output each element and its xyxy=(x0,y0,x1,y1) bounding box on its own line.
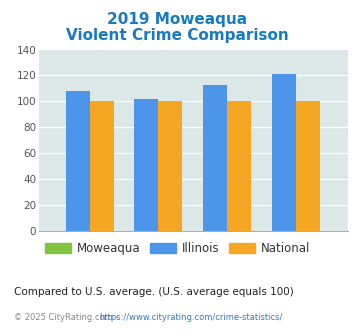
Text: Compared to U.S. average. (U.S. average equals 100): Compared to U.S. average. (U.S. average … xyxy=(14,287,294,297)
Bar xyxy=(272,74,296,231)
Bar xyxy=(296,101,320,231)
Text: © 2025 CityRating.com -: © 2025 CityRating.com - xyxy=(14,314,121,322)
Legend: Moweaqua, Illinois, National: Moweaqua, Illinois, National xyxy=(40,237,315,260)
Bar xyxy=(203,84,227,231)
Text: https://www.cityrating.com/crime-statistics/: https://www.cityrating.com/crime-statist… xyxy=(99,314,283,322)
Bar xyxy=(90,101,114,231)
Bar xyxy=(227,101,251,231)
Text: 2019 Moweaqua: 2019 Moweaqua xyxy=(108,12,247,26)
Bar xyxy=(135,99,158,231)
Text: Violent Crime Comparison: Violent Crime Comparison xyxy=(66,28,289,43)
Bar xyxy=(66,91,90,231)
Bar xyxy=(158,101,182,231)
